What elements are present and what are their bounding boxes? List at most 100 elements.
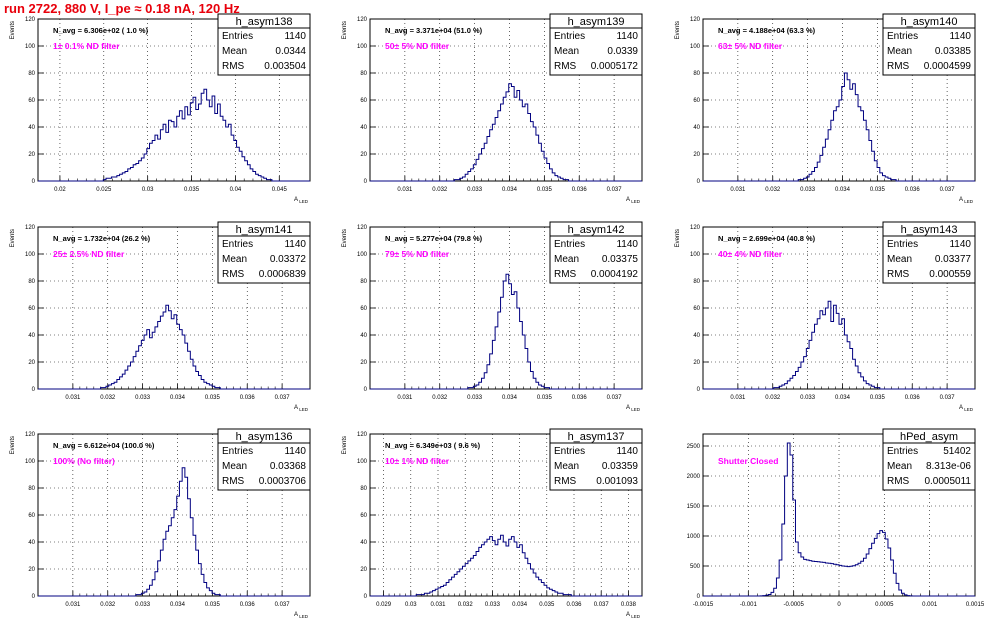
- x-tick-label: 0.036: [240, 395, 256, 401]
- filter-annotation: 25± 2.5% ND filter: [53, 249, 125, 259]
- y-axis-title: Events: [10, 21, 16, 39]
- y-tick-label: 40: [360, 333, 367, 339]
- x-tick-label: 0.035: [205, 395, 221, 401]
- x-tick-label: 0.03: [405, 602, 417, 608]
- x-tick-label: 0.031: [397, 395, 413, 401]
- stats-box: [549, 221, 643, 284]
- x-tick-label: 0.035: [870, 187, 886, 193]
- y-axis-title: Events: [10, 229, 16, 247]
- stats-value: 1140: [284, 31, 306, 42]
- stats-value: 0.03368: [270, 461, 307, 472]
- navg-annotation: N_avg = 6.349e+03 ( 9.6 %): [385, 441, 481, 450]
- stats-value: 1140: [616, 31, 638, 42]
- x-tick-label: 0.031: [65, 395, 81, 401]
- y-tick-label: 100: [357, 44, 368, 50]
- y-tick-label: 80: [693, 279, 700, 285]
- stats-title: h_asym143: [901, 224, 958, 236]
- stats-label: Entries: [887, 446, 918, 457]
- y-tick-label: 60: [360, 306, 367, 312]
- x-tick-label: 0.036: [240, 602, 256, 608]
- navg-annotation: N_avg = 6.306e+02 ( 1.0 %): [53, 26, 149, 35]
- stats-title: h_asym139: [568, 16, 625, 28]
- histogram-line: [370, 273, 642, 390]
- y-tick-label: 2500: [687, 444, 701, 450]
- y-tick-label: 100: [690, 44, 701, 50]
- x-tick-label: 0.034: [170, 395, 186, 401]
- y-tick-label: 80: [360, 71, 367, 77]
- x-tick-label: 0.032: [432, 395, 448, 401]
- stats-title: h_asym140: [901, 16, 958, 28]
- histogram-panel: 0.02 0.025 0.03 0.035 0.04 0.045 0 20 40 60 80 100 1…: [10, 13, 311, 204]
- y-tick-label: 60: [28, 513, 35, 519]
- x-tick-label: 0.034: [512, 602, 528, 608]
- stats-value: 1140: [284, 446, 306, 457]
- x-axis-title: A LED: [959, 197, 974, 204]
- x-tick-label: 0.033: [800, 395, 816, 401]
- histogram-line: [370, 534, 642, 597]
- y-tick-label: 0: [697, 594, 701, 600]
- x-tick-label: 0.033: [485, 602, 501, 608]
- stats-value: 1140: [616, 239, 638, 250]
- stats-label: Mean: [222, 461, 247, 472]
- histogram-line: [38, 304, 310, 390]
- stats-label: RMS: [887, 476, 910, 487]
- stats-value: 0.0339: [607, 46, 638, 57]
- stats-label: Mean: [222, 254, 247, 265]
- stats-label: Entries: [554, 239, 585, 250]
- x-tick-label: -0.0005: [783, 602, 804, 608]
- y-tick-label: 60: [360, 513, 367, 519]
- stats-label: Mean: [222, 46, 247, 57]
- stats-box: [549, 428, 643, 491]
- stats-label: Mean: [887, 461, 912, 472]
- x-tick-label: 0.037: [275, 395, 291, 401]
- histogram-line: [38, 467, 310, 597]
- y-tick-label: 60: [28, 306, 35, 312]
- navg-annotation: N_avg = 6.612e+04 (100.0 %): [53, 441, 155, 450]
- y-tick-label: 100: [690, 252, 701, 258]
- y-tick-label: 20: [28, 567, 35, 573]
- x-tick-label: -0.0015: [693, 602, 714, 608]
- stats-value: 0.0003706: [259, 476, 307, 487]
- stats-box: [549, 13, 643, 76]
- x-tick-label: 0.036: [572, 187, 588, 193]
- x-tick-label: 0.034: [170, 602, 186, 608]
- stats-value: 0.0004192: [591, 269, 639, 280]
- x-tick-label: 0.037: [607, 187, 623, 193]
- y-tick-label: 120: [25, 432, 36, 438]
- stats-value: 0.03375: [602, 254, 639, 265]
- stats-value: 0.0344: [275, 46, 306, 57]
- stats-label: RMS: [554, 61, 577, 72]
- x-tick-label: 0.032: [765, 187, 781, 193]
- stats-value: 0.03385: [935, 46, 972, 57]
- y-tick-label: 80: [693, 71, 700, 77]
- histogram-line: [38, 88, 310, 182]
- stats-value: 1140: [284, 239, 306, 250]
- y-tick-label: 100: [357, 459, 368, 465]
- x-tick-label: 0.031: [730, 395, 746, 401]
- x-tick-label: 0.034: [502, 395, 518, 401]
- histogram-panel: 0.031 0.032 0.033 0.034 0.035 0.036 0.037 0 20 40…: [675, 221, 976, 412]
- x-tick-label: 0: [837, 602, 841, 608]
- y-tick-label: 0: [32, 387, 36, 393]
- stats-value: 1140: [949, 31, 971, 42]
- y-tick-label: 40: [28, 333, 35, 339]
- x-tick-label: 0.035: [184, 187, 200, 193]
- histogram-line: [370, 83, 642, 182]
- filter-annotation: 50± 5% ND filter: [385, 41, 450, 51]
- x-axis-title: A LED: [626, 612, 641, 619]
- stats-value: 0.0005172: [591, 61, 639, 72]
- stats-title: h_asym137: [568, 431, 625, 443]
- x-tick-label: 0.035: [870, 395, 886, 401]
- stats-label: Mean: [887, 254, 912, 265]
- stats-title: h_asym142: [568, 224, 625, 236]
- stats-box: [217, 428, 311, 491]
- stats-title: h_asym141: [236, 224, 293, 236]
- y-tick-label: 2000: [687, 474, 701, 480]
- stats-box: [882, 13, 976, 76]
- stats-label: Entries: [887, 239, 918, 250]
- stats-label: Entries: [554, 31, 585, 42]
- y-tick-label: 40: [360, 125, 367, 131]
- y-tick-label: 80: [28, 486, 35, 492]
- x-tick-label: 0.035: [205, 602, 221, 608]
- filter-annotation: 10± 1% ND filter: [385, 456, 450, 466]
